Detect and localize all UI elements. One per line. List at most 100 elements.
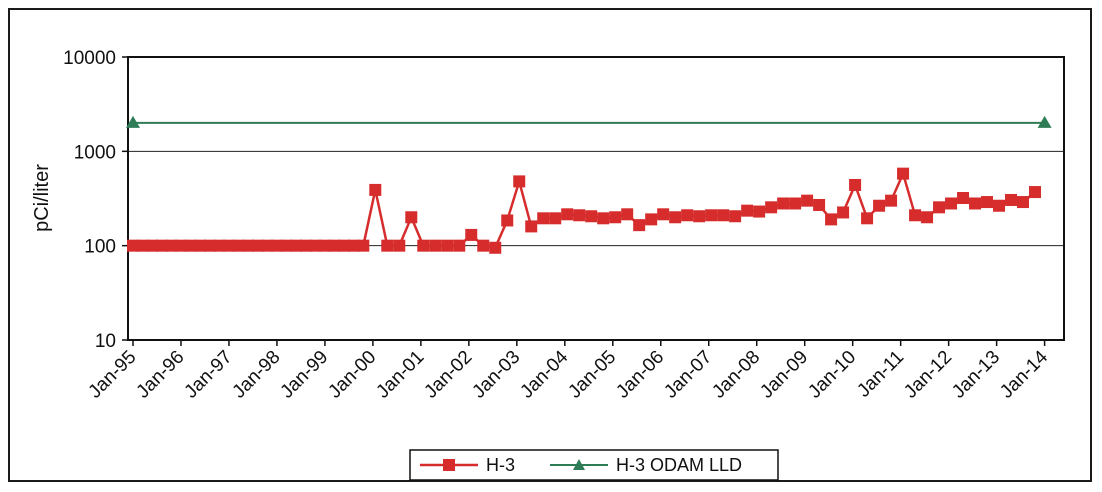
- x-tick-label: Jan-05: [564, 347, 620, 403]
- gridlines: [122, 56, 1064, 346]
- data-point-h3: [945, 197, 958, 210]
- data-point-h3: [849, 178, 862, 191]
- data-point-h3: [993, 199, 1006, 212]
- data-point-h3: [909, 209, 922, 222]
- data-point-h3: [328, 239, 341, 252]
- x-tick-label: Jan-01: [372, 347, 428, 403]
- data-point-h3: [597, 212, 610, 225]
- data-point-h3: [338, 239, 351, 252]
- data-point-h3: [251, 239, 264, 252]
- data-point-h3: [299, 239, 312, 252]
- x-tick-label: Jan-04: [516, 346, 572, 402]
- data-point-h3: [645, 213, 658, 226]
- data-point-h3: [489, 241, 502, 254]
- data-point-h3: [429, 239, 442, 252]
- x-tick-labels: Jan-95Jan-96Jan-97Jan-98Jan-99Jan-00Jan-…: [85, 346, 1053, 402]
- data-point-h3: [957, 192, 970, 205]
- data-point-h3: [981, 196, 994, 209]
- data-point-h3: [921, 211, 934, 224]
- data-point-h3: [681, 209, 694, 222]
- data-point-h3: [741, 204, 754, 217]
- data-point-h3: [861, 212, 874, 225]
- data-point-h3: [885, 194, 898, 207]
- data-point-h3: [270, 239, 283, 252]
- data-point-h3: [693, 210, 706, 223]
- plot-area: [127, 56, 1065, 341]
- legend-label-odam: H-3 ODAM LLD: [616, 455, 742, 475]
- data-point-h3: [789, 197, 802, 210]
- data-point-h3: [417, 239, 430, 252]
- data-point-h3: [369, 183, 382, 196]
- data-point-h3: [801, 194, 814, 207]
- x-tick-label: Jan-00: [324, 347, 380, 403]
- x-tick-label: Jan-13: [948, 347, 1004, 403]
- y-tick-labels: 10 100 1000 10000: [63, 48, 116, 352]
- data-point-h3: [405, 211, 418, 224]
- y-tick-label: 10000: [63, 48, 116, 69]
- data-point-h3: [1017, 196, 1030, 209]
- data-point-h3: [441, 239, 454, 252]
- y-tick-label: 1000: [74, 142, 116, 163]
- data-point-h3: [232, 239, 245, 252]
- data-point-h3: [609, 211, 622, 224]
- x-tick-label: Jan-97: [181, 347, 237, 403]
- x-tick-label: Jan-12: [900, 347, 956, 403]
- x-tick-label: Jan-09: [756, 347, 812, 403]
- data-point-h3: [203, 239, 216, 252]
- series-layer: [126, 115, 1052, 254]
- data-point-h3: [477, 239, 490, 252]
- data-point-h3: [184, 239, 197, 252]
- x-tick-label: Jan-95: [85, 347, 141, 403]
- data-point-h3: [261, 239, 274, 252]
- x-tick-label: Jan-06: [612, 347, 668, 403]
- data-point-odam-lld: [1037, 115, 1052, 128]
- data-point-h3: [393, 239, 406, 252]
- data-point-h3: [1005, 193, 1018, 206]
- y-tick-label: 100: [84, 237, 116, 258]
- x-tick-label: Jan-96: [133, 347, 189, 403]
- data-point-h3: [537, 212, 550, 225]
- data-point-h3: [146, 239, 159, 252]
- x-tick-label: Jan-03: [468, 347, 524, 403]
- data-point-h3: [585, 210, 598, 223]
- data-point-h3: [969, 197, 982, 210]
- data-point-h3: [381, 239, 394, 252]
- data-point-h3: [453, 239, 466, 252]
- data-point-h3: [669, 211, 682, 224]
- data-point-h3: [549, 212, 562, 225]
- data-point-h3: [1029, 186, 1042, 199]
- data-point-h3: [465, 228, 478, 241]
- data-point-h3: [765, 201, 778, 214]
- legend: H-3 H-3 ODAM LLD: [409, 449, 779, 481]
- data-point-h3: [309, 239, 322, 252]
- data-point-h3: [127, 239, 139, 252]
- data-point-h3: [825, 213, 838, 226]
- data-point-h3: [347, 239, 360, 252]
- data-point-h3: [174, 239, 187, 252]
- legend-marker-odam: [573, 459, 585, 470]
- data-point-odam-lld: [126, 115, 140, 128]
- legend-marker-h3: [443, 459, 455, 471]
- x-tick-label: Jan-08: [708, 347, 764, 403]
- data-point-h3: [513, 175, 526, 188]
- x-tick-label: Jan-99: [277, 347, 333, 403]
- data-point-h3: [933, 201, 946, 214]
- data-point-h3: [213, 239, 226, 252]
- data-point-h3: [657, 208, 670, 221]
- data-point-h3: [729, 210, 742, 223]
- data-point-h3: [280, 239, 293, 252]
- data-point-h3: [873, 199, 886, 212]
- data-point-h3: [525, 220, 538, 233]
- data-point-h3: [753, 205, 766, 218]
- data-point-h3: [357, 239, 370, 252]
- data-point-h3: [777, 197, 790, 210]
- data-point-h3: [573, 209, 586, 222]
- data-point-h3: [290, 239, 303, 252]
- x-tick-label: Jan-07: [660, 347, 716, 403]
- data-point-h3: [813, 198, 826, 211]
- data-point-h3: [165, 239, 178, 252]
- data-point-h3: [561, 208, 574, 221]
- x-tick-label: Jan-14: [996, 346, 1052, 402]
- x-tick-label: Jan-98: [229, 347, 285, 403]
- x-tick-label: Jan-10: [804, 347, 860, 403]
